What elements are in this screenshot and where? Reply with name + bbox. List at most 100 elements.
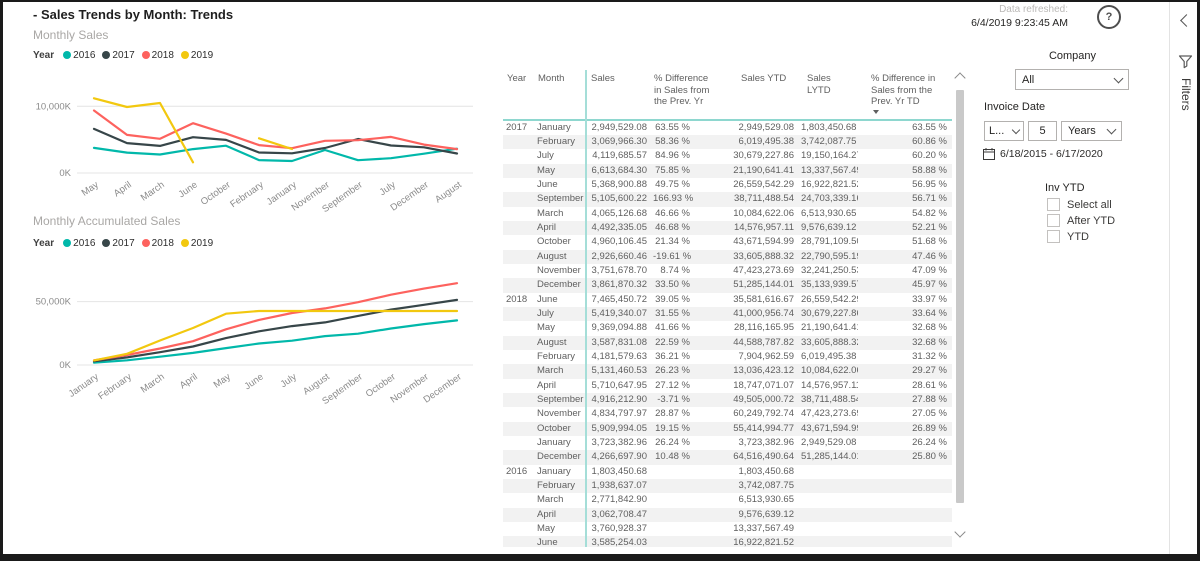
table-row[interactable]: 2017 January 2,949,529.08 63.55 % 2,949,529.… — [503, 119, 952, 135]
filters-pane-label[interactable]: Filters — [1179, 78, 1193, 111]
cell-pct-diff-td: 28.61 % — [912, 379, 947, 391]
checkbox-row-after-ytd[interactable]: After YTD — [1047, 214, 1115, 227]
table-row[interactable]: September 4,916,212.90 -3.71 % 49,505,000.7… — [503, 393, 952, 408]
table-row[interactable]: February 3,069,966.30 58.36 % 6,019,495.38 3… — [503, 134, 952, 150]
cell-pct-diff-td: 32.68 % — [912, 336, 947, 348]
collapse-chevron-left-icon[interactable] — [1180, 14, 1193, 27]
relative-date-number-input[interactable]: 5 — [1028, 121, 1057, 141]
scroll-down-icon[interactable] — [954, 526, 966, 538]
table-row[interactable]: July 4,119,685.57 84.96 % 30,679,227.86 19,1… — [503, 149, 952, 164]
table-row[interactable]: December 3,861,870.32 33.50 % 51,285,144.01… — [503, 278, 952, 293]
table-row[interactable]: 2016 January 1,803,450.68 1,803,450.68 — [503, 464, 952, 480]
table-row[interactable]: April 4,492,335.05 46.68 % 14,576,957.11 9,5… — [503, 220, 952, 236]
relative-date-unit-dropdown[interactable]: Years — [1061, 121, 1122, 141]
table-row[interactable]: May 9,369,094.88 41.66 % 28,116,165.95 21,19… — [503, 321, 952, 336]
col-header-year[interactable]: Year — [507, 73, 527, 84]
table-row[interactable]: May 3,760,928.37 13,337,567.49 — [503, 522, 952, 537]
svg-text:April: April — [178, 371, 200, 391]
table-row[interactable]: March 4,065,126.68 46.66 % 10,084,622.06 6,5… — [503, 206, 952, 221]
col-header-sales[interactable]: Sales — [585, 70, 650, 120]
cell-year — [503, 508, 534, 522]
legend-dot-icon — [102, 51, 111, 59]
filters-pane-collapsed[interactable]: Filters — [1169, 2, 1197, 554]
col-header-sales-lytd[interactable]: Sales LYTD — [807, 73, 831, 96]
table-row[interactable]: May 6,613,684.30 75.85 % 21,190,641.41 13,33… — [503, 163, 952, 178]
legend-item-2017[interactable]: 2017 — [102, 238, 135, 249]
table-row[interactable]: March 2,771,842.90 6,513,930.65 — [503, 493, 952, 508]
table-row[interactable]: August 2,926,660.46 -19.61 % 33,605,888.32 2… — [503, 249, 952, 264]
table-row[interactable]: July 5,419,340.07 31.55 % 41,000,956.74 30,6… — [503, 306, 952, 322]
filter-funnel-icon[interactable] — [1178, 54, 1193, 69]
cell-year: 2018 — [506, 293, 528, 305]
cell-sales-ytd: 6,513,930.65 — [738, 494, 794, 506]
legend-item-2018[interactable]: 2018 — [141, 238, 174, 249]
legend-item-2018[interactable]: 2018 — [141, 50, 174, 61]
table-row[interactable]: June 5,368,900.88 49.75 % 26,559,542.29 16,9… — [503, 177, 952, 193]
cell-month: February — [537, 480, 576, 492]
cell-sales-lytd: 1,803,450.68 — [801, 121, 857, 133]
table-row[interactable]: August 3,587,831.08 22.59 % 44,588,787.82 33… — [503, 335, 952, 350]
cell-pct-diff: -3.71 % — [657, 394, 690, 406]
relative-date-mode-dropdown[interactable]: L... — [984, 121, 1024, 141]
col-header-pct-diff-prev-yr[interactable]: % Difference in Sales from the Prev. Yr — [654, 73, 710, 107]
table-row[interactable]: February 1,938,637.07 3,742,087.75 — [503, 479, 952, 494]
legend-item-2019[interactable]: 2019 — [180, 238, 213, 249]
table-row[interactable]: October 4,960,106.45 21.34 % 43,671,594.99 2… — [503, 235, 952, 250]
legend-item-2017[interactable]: 2017 — [102, 50, 135, 61]
cell-year — [503, 235, 534, 249]
checkbox-label: YTD — [1067, 230, 1089, 243]
cell-year — [503, 493, 534, 507]
table-row[interactable]: October 5,909,994.05 19.15 % 55,414,994.77 4… — [503, 421, 952, 437]
cell-year — [503, 250, 534, 264]
cell-year — [503, 336, 534, 350]
scroll-up-icon[interactable] — [954, 72, 966, 84]
select-all-checkbox[interactable] — [1047, 198, 1060, 211]
svg-text:June: June — [177, 179, 200, 200]
svg-text:August: August — [433, 179, 464, 205]
col-header-month[interactable]: Month — [538, 73, 565, 84]
help-icon[interactable]: ? — [1097, 5, 1121, 29]
table-row[interactable]: April 5,710,647.95 27.12 % 18,747,071.07 14,… — [503, 378, 952, 394]
table-row[interactable]: November 4,834,797.97 28.87 % 60,249,792.74… — [503, 407, 952, 422]
cell-year — [503, 393, 534, 407]
cell-month: August — [537, 336, 567, 348]
legend-item-2016[interactable]: 2016 — [63, 238, 95, 249]
legend-item-2019[interactable]: 2019 — [180, 50, 213, 61]
cell-sales-lytd — [798, 493, 858, 507]
table-row[interactable]: March 5,131,460.53 26.23 % 13,036,423.12 10,… — [503, 364, 952, 379]
table-row[interactable]: April 3,062,708.47 9,576,639.12 — [503, 507, 952, 523]
col-header-pct-diff-prev-yr-td[interactable]: % Difference in Sales from the Prev. Yr … — [858, 70, 952, 120]
cell-sales-ytd: 44,588,787.82 — [733, 336, 794, 348]
cell-year — [503, 178, 534, 192]
cell-month: March — [537, 365, 564, 377]
table-row[interactable]: June 3,585,254.03 16,922,821.52 — [503, 536, 952, 547]
table-row[interactable]: November 3,751,678.70 8.74 % 47,423,273.69 3… — [503, 263, 952, 279]
col-header-sales-ytd[interactable]: Sales YTD — [741, 73, 787, 84]
company-dropdown-value: All — [1022, 73, 1035, 86]
table-row[interactable]: January 3,723,382.96 26.24 % 3,723,382.96 2,… — [503, 436, 952, 451]
cell-year — [503, 522, 534, 536]
cell-sales: 4,119,685.57 — [585, 149, 650, 164]
chart-title-accumulated-sales: Monthly Accumulated Sales — [33, 214, 181, 228]
table-row[interactable]: 2018 June 7,465,450.72 39.05 % 35,581,616.67… — [503, 292, 952, 307]
table-vertical-scrollbar[interactable] — [954, 70, 966, 544]
cell-month: April — [537, 221, 557, 233]
checkbox-row-select-all[interactable]: Select all — [1047, 198, 1112, 211]
cell-month: December — [537, 279, 581, 291]
legend-item-2016[interactable]: 2016 — [63, 50, 95, 61]
cell-month: August — [537, 250, 567, 262]
sort-descending-icon — [873, 109, 879, 117]
company-dropdown[interactable]: All — [1015, 69, 1129, 90]
cell-pct-diff: 84.96 % — [655, 150, 690, 162]
table-row[interactable]: February 4,181,579.63 36.21 % 7,904,962.59 6… — [503, 350, 952, 365]
cell-pct-diff-td: 29.27 % — [912, 365, 947, 377]
table-row[interactable]: December 4,266,697.90 10.48 % 64,516,490.64… — [503, 450, 952, 465]
table-row[interactable]: September 5,105,600.22 166.93 % 38,711,488.… — [503, 192, 952, 207]
scrollbar-thumb[interactable] — [956, 90, 964, 503]
cell-year — [503, 307, 534, 321]
cell-pct-diff: 27.12 % — [655, 379, 690, 391]
cell-sales: 4,916,212.90 — [585, 393, 650, 408]
checkbox-row-ytd[interactable]: YTD — [1047, 230, 1089, 243]
ytd-checkbox[interactable] — [1047, 230, 1060, 243]
after-ytd-checkbox[interactable] — [1047, 214, 1060, 227]
